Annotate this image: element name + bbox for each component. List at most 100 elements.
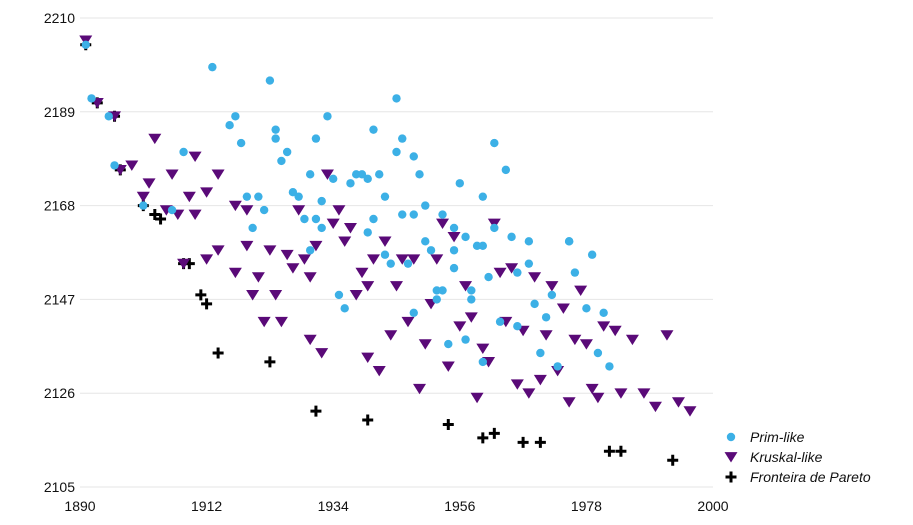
prim-like-point (449, 223, 459, 233)
kruskal-like-point (671, 397, 685, 408)
legend-marker-kruskal-like (724, 452, 738, 463)
prim-like-point (282, 147, 292, 157)
kruskal-like-point (228, 200, 242, 212)
series-kruskal-like (79, 35, 697, 417)
prim-like-point (513, 268, 522, 277)
prim-like-point (490, 138, 499, 148)
prim-like-point (472, 241, 482, 250)
kruskal-like-point (228, 267, 242, 279)
prim-like-point (478, 192, 488, 201)
prim-like-point (564, 237, 574, 246)
prim-like-point (524, 259, 534, 268)
y-tick-label: 2189 (44, 104, 75, 120)
prim-like-point (208, 62, 217, 72)
kruskal-like-point (407, 254, 421, 265)
pareto-point (517, 436, 529, 448)
prim-like-point (288, 188, 298, 197)
prim-like-point (179, 147, 188, 157)
prim-like-point (461, 335, 470, 344)
kruskal-like-point (326, 218, 340, 229)
pareto-point (667, 454, 679, 466)
prim-like-point (242, 192, 252, 201)
prim-like-point (311, 134, 321, 143)
kruskal-like-point (413, 383, 427, 395)
prim-like-point (426, 246, 436, 255)
kruskal-like-point (165, 169, 179, 180)
kruskal-like-point (447, 231, 461, 243)
prim-like-point (403, 259, 413, 268)
kruskal-like-point (332, 205, 346, 216)
prim-like-point (369, 214, 378, 224)
kruskal-like-point (608, 325, 622, 337)
kruskal-like-point (453, 321, 467, 332)
kruskal-like-point (539, 330, 553, 341)
pareto-point (212, 347, 224, 359)
grid-lines (80, 17, 713, 488)
prim-like-point (547, 290, 557, 300)
kruskal-like-point (464, 312, 478, 323)
kruskal-like-point (240, 205, 254, 216)
prim-like-point (87, 94, 96, 103)
prim-like-point (392, 147, 401, 157)
kruskal-like-point (436, 218, 450, 229)
x-tick-label: 1956 (444, 498, 475, 514)
prim-like-point (478, 241, 488, 250)
prim-like-point (570, 268, 580, 277)
kruskal-like-point (188, 209, 202, 221)
kruskal-like-point (355, 267, 369, 279)
kruskal-like-point (303, 334, 317, 346)
kruskal-like-point (568, 334, 582, 346)
y-tick-label: 2210 (44, 10, 75, 26)
prim-like-point (490, 223, 499, 233)
x-tick-label: 2000 (697, 498, 728, 514)
prim-like-point (587, 250, 597, 259)
y-tick-label: 2105 (44, 479, 75, 495)
prim-like-point (277, 156, 286, 166)
kruskal-like-point (510, 379, 524, 390)
prim-like-point (305, 246, 315, 255)
kruskal-like-point (257, 316, 271, 328)
prim-like-point (305, 170, 315, 179)
kruskal-like-point (182, 191, 196, 203)
pareto-point (477, 432, 489, 444)
prim-like-point (438, 286, 447, 295)
kruskal-like-point (188, 151, 202, 162)
prim-like-point (363, 228, 372, 237)
kruskal-like-point (459, 281, 473, 292)
prim-like-point (524, 237, 534, 246)
prim-like-point (398, 210, 407, 219)
x-tick-label: 1912 (191, 498, 222, 514)
kruskal-like-point (280, 249, 294, 261)
prim-like-point (81, 40, 90, 49)
pareto-point (615, 445, 627, 457)
kruskal-like-point (286, 263, 300, 274)
kruskal-like-point (320, 169, 334, 180)
prim-like-point (340, 304, 349, 313)
prim-like-point (294, 192, 303, 201)
data-series (79, 35, 697, 466)
prim-like-point (369, 125, 378, 134)
kruskal-like-point (533, 374, 547, 386)
prim-like-point (334, 290, 344, 300)
prim-like-point (467, 295, 476, 304)
pareto-point (149, 209, 161, 221)
prim-like-point (329, 174, 338, 183)
prim-like-point (236, 138, 246, 148)
prim-like-point (582, 304, 591, 313)
kruskal-like-point (418, 339, 432, 350)
prim-like-point (380, 192, 390, 201)
kruskal-like-point (200, 254, 214, 265)
y-tick-label: 2147 (44, 291, 75, 307)
kruskal-like-point (246, 290, 260, 301)
prim-like-point (363, 174, 372, 183)
prim-like-point (449, 246, 459, 255)
prim-like-point (541, 313, 551, 322)
y-tick-label: 2126 (44, 385, 75, 401)
prim-like-point (553, 362, 562, 371)
kruskal-like-point (476, 343, 490, 355)
kruskal-like-point (625, 334, 639, 346)
kruskal-like-point (338, 236, 352, 247)
kruskal-like-point (211, 245, 225, 256)
prim-like-point (317, 196, 326, 206)
